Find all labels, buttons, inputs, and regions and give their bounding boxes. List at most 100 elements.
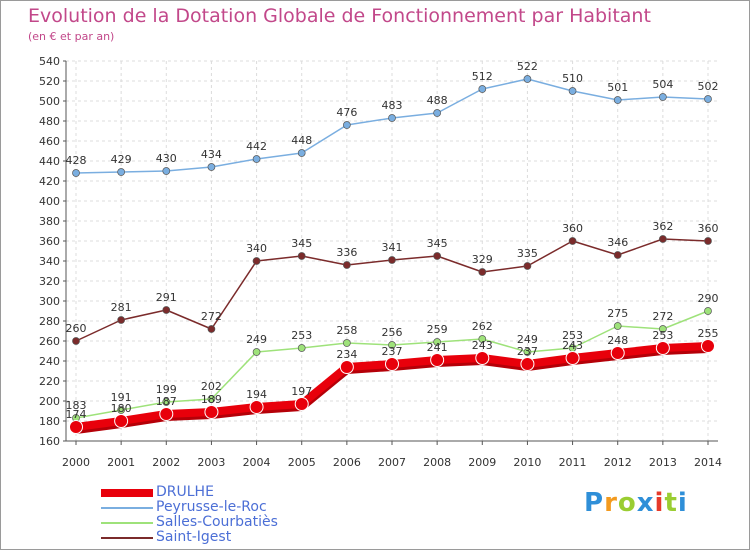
y-tick-label: 480	[39, 115, 60, 128]
data-point	[343, 261, 351, 269]
data-label: 243	[472, 339, 493, 352]
data-point	[613, 96, 622, 104]
data-label: 291	[156, 291, 177, 304]
data-point	[159, 407, 174, 421]
legend-swatch	[101, 537, 153, 539]
x-tick-label: 2009	[468, 456, 496, 469]
y-tick-label: 180	[39, 415, 60, 428]
chart-subtitle: (en € et par an)	[28, 30, 115, 43]
data-label: 502	[698, 80, 719, 93]
data-point	[72, 337, 80, 345]
series-salles-courbati-s: 183 191 199 202 249 253 258 256 259 262 249 253 275 2…	[66, 292, 719, 422]
data-point	[343, 121, 351, 129]
data-point	[430, 353, 445, 367]
data-point	[478, 268, 487, 276]
data-point	[69, 420, 83, 434]
logo-letter: r	[604, 488, 618, 518]
data-label: 362	[652, 220, 673, 233]
legend-label: Salles-Courbatiès	[156, 514, 278, 530]
series-drulhe: 174 180 187 189 194 197 234 237 241 243 237 243 248 2…	[66, 327, 719, 434]
data-point	[610, 346, 625, 360]
data-label: 429	[111, 153, 132, 166]
legend-label: Saint-Igest	[156, 529, 232, 545]
x-tick-label: 2001	[107, 456, 135, 469]
y-tick-label: 400	[39, 195, 60, 208]
data-point	[343, 339, 351, 347]
chart-title: Evolution de la Dotation Globale de Fonc…	[28, 5, 651, 27]
y-tick-label: 220	[39, 375, 60, 388]
logo-letter: i	[654, 488, 665, 518]
data-label: 187	[156, 395, 177, 408]
data-point	[655, 341, 670, 355]
data-label: 335	[517, 247, 538, 260]
x-tick-label: 2007	[378, 456, 406, 469]
x-tick-label: 2012	[604, 456, 632, 469]
data-point	[72, 169, 80, 177]
data-point	[207, 163, 216, 171]
data-point	[204, 405, 219, 419]
data-point	[297, 252, 306, 260]
data-label: 253	[652, 329, 673, 342]
x-tick-label: 2011	[559, 456, 587, 469]
logo-letter: x	[636, 488, 655, 518]
logo-letter: t	[664, 488, 678, 518]
legend-swatch	[101, 507, 153, 509]
y-tick-label: 200	[39, 395, 60, 408]
data-label: 199	[156, 383, 177, 396]
data-label: 360	[562, 222, 583, 235]
data-point	[523, 348, 532, 356]
data-label: 243	[562, 339, 583, 352]
y-tick-label: 540	[39, 55, 60, 68]
data-point	[523, 262, 532, 270]
data-point	[117, 316, 125, 324]
data-label: 253	[562, 329, 583, 342]
data-point	[162, 167, 171, 175]
x-tick-label: 2014	[694, 456, 722, 469]
data-label: 428	[66, 154, 87, 167]
y-tick-label: 240	[39, 355, 60, 368]
data-point	[294, 397, 309, 411]
data-point	[252, 155, 261, 163]
data-point	[704, 237, 712, 245]
data-label: 249	[246, 333, 267, 346]
data-point	[339, 360, 354, 374]
data-label: 522	[517, 60, 538, 73]
logo-letter: o	[617, 488, 637, 518]
data-label: 197	[291, 385, 312, 398]
data-label: 248	[607, 334, 628, 347]
x-tick-label: 2002	[152, 456, 180, 469]
y-tick-label: 440	[39, 155, 60, 168]
data-label: 256	[382, 326, 403, 339]
data-point	[297, 344, 306, 352]
data-label: 275	[607, 307, 628, 320]
data-label: 346	[607, 236, 628, 249]
data-label: 281	[111, 301, 132, 314]
data-point	[297, 149, 306, 157]
data-point	[114, 414, 129, 428]
data-point	[388, 114, 396, 122]
data-point	[568, 87, 577, 95]
data-label: 501	[607, 81, 628, 94]
x-tick-label: 2010	[513, 456, 541, 469]
legend-swatch	[101, 489, 153, 497]
data-point	[117, 168, 125, 176]
data-point	[475, 351, 490, 365]
data-label: 191	[111, 391, 132, 404]
data-label: 189	[201, 393, 222, 406]
data-point	[207, 325, 216, 333]
data-point	[162, 398, 171, 406]
data-point	[478, 335, 487, 343]
data-label: 262	[472, 320, 493, 333]
x-tick-label: 2005	[288, 456, 316, 469]
proxiti-logo: Proxiti	[584, 488, 688, 518]
data-point	[249, 400, 264, 414]
y-tick-label: 340	[39, 255, 60, 268]
data-point	[568, 237, 577, 245]
data-point	[207, 395, 216, 403]
y-tick-label: 320	[39, 275, 60, 288]
data-point	[701, 339, 715, 353]
data-point	[162, 306, 171, 314]
data-label: 241	[427, 341, 448, 354]
